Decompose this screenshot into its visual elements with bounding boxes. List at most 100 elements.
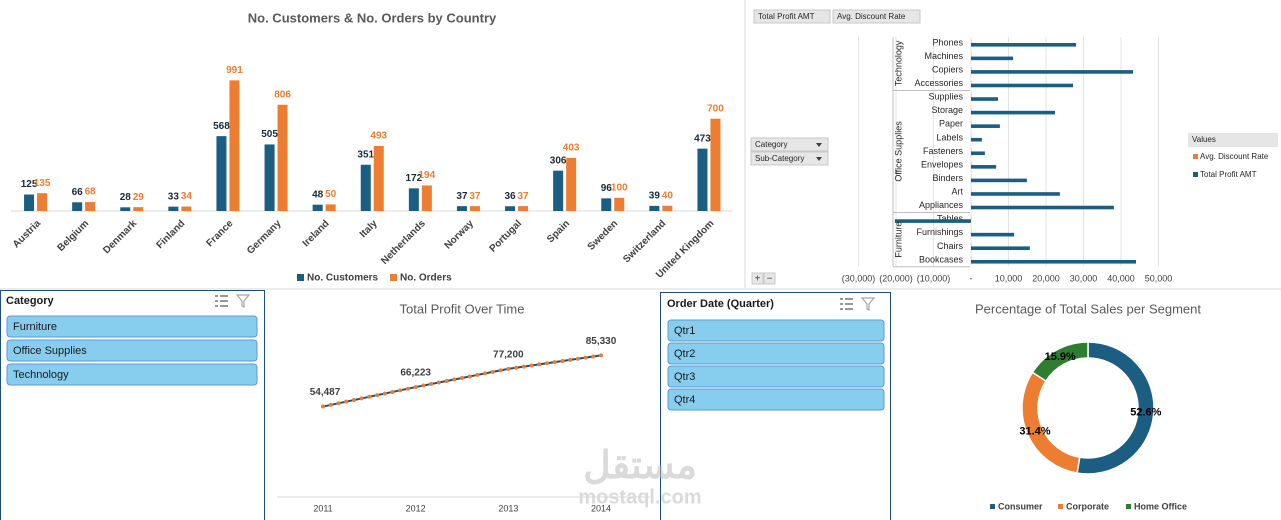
slicer-item[interactable] — [667, 388, 885, 411]
data-label: 351 — [357, 149, 374, 160]
slicer-item-label[interactable]: Qtr1 — [674, 325, 695, 337]
field-button-label[interactable]: Category — [755, 140, 787, 149]
slicer-item[interactable] — [6, 363, 258, 386]
bar — [120, 207, 131, 211]
data-label: 39 — [649, 190, 661, 201]
data-label: 306 — [550, 155, 567, 166]
y-tick-label: Phones — [932, 37, 963, 47]
x-tick-label: 10,000 — [995, 273, 1023, 283]
data-label: 806 — [274, 89, 291, 100]
data-label: 172 — [406, 173, 423, 184]
marker — [568, 357, 573, 362]
field-button[interactable] — [832, 9, 921, 24]
data-label: 66 — [72, 187, 84, 198]
multi-select-icon[interactable] — [840, 298, 853, 310]
slicer-item-label[interactable]: Qtr3 — [674, 371, 695, 383]
data-label: 37 — [456, 191, 468, 202]
multi-select-icon[interactable] — [215, 295, 228, 307]
data-label: 100 — [611, 182, 628, 193]
bar — [456, 206, 467, 211]
marker — [537, 362, 542, 367]
data-label: 125 — [21, 179, 38, 190]
y-tick-label: Supplies — [928, 92, 963, 102]
y-tick-label: Labels — [936, 132, 963, 142]
bar — [469, 206, 480, 211]
marker — [351, 398, 356, 403]
dropdown-arrow[interactable] — [816, 143, 822, 147]
slicer-item-label[interactable]: Qtr2 — [674, 348, 695, 360]
y-tick-label: Bookcases — [919, 254, 964, 264]
data-label: 40 — [662, 190, 674, 201]
donut-slice — [1031, 341, 1089, 383]
data-label: 568 — [213, 121, 230, 132]
y-tick-label: Appliances — [919, 200, 964, 210]
bar — [601, 198, 612, 211]
field-button[interactable] — [750, 137, 829, 152]
expand-button-label[interactable]: − — [767, 274, 773, 285]
bar — [408, 188, 419, 211]
legend-label: Corporate — [1066, 501, 1109, 511]
group-label: Furniture — [893, 222, 903, 258]
y-tick-label: Paper — [939, 119, 963, 129]
marker — [336, 401, 341, 406]
x-tick-label: (30,000) — [842, 273, 876, 283]
legend-swatch — [1058, 504, 1063, 509]
marker — [390, 389, 395, 394]
clear-filter-icon[interactable] — [235, 294, 251, 308]
slicer-item[interactable] — [6, 315, 258, 338]
slicer-item[interactable] — [6, 339, 258, 362]
slicer-item-label[interactable]: Qtr4 — [674, 394, 695, 406]
field-button-label[interactable]: Avg. Discount Rate — [837, 12, 906, 21]
slicer-item-label[interactable]: Technology — [13, 369, 69, 381]
bar — [37, 193, 48, 211]
bar — [518, 206, 529, 211]
x-tick-label: 2012 — [406, 503, 426, 513]
dropdown-arrow[interactable] — [816, 157, 822, 161]
slicer-item-label[interactable]: Office Supplies — [13, 345, 87, 357]
legend-title-box — [1188, 133, 1278, 147]
field-button-label[interactable]: Total Profit AMT — [758, 12, 815, 21]
marker — [398, 388, 403, 393]
data-label: 66,223 — [400, 368, 431, 379]
field-button-label[interactable]: Sub-Category — [755, 154, 804, 163]
bar — [971, 165, 997, 169]
bar — [710, 118, 721, 211]
x-tick-label: - — [970, 273, 973, 283]
legend-label: No. Customers — [307, 273, 379, 284]
y-tick-label: Envelopes — [921, 159, 964, 169]
field-button[interactable] — [750, 151, 829, 166]
y-tick-label: Binders — [932, 173, 963, 183]
slicer-item[interactable] — [667, 319, 885, 342]
marker — [514, 365, 519, 370]
field-button[interactable] — [753, 9, 831, 24]
marker — [560, 358, 565, 363]
expand-button[interactable] — [751, 272, 764, 285]
marker — [591, 354, 596, 359]
x-tick-label: 2011 — [313, 503, 332, 513]
expand-button-label[interactable]: + — [755, 274, 761, 285]
slicer-item[interactable] — [667, 365, 885, 388]
marker — [429, 382, 434, 387]
bar — [971, 205, 1114, 210]
slicer-frame — [0, 290, 265, 520]
marker — [544, 361, 549, 366]
slicer-item-label[interactable]: Furniture — [13, 321, 57, 333]
marker — [552, 360, 557, 365]
group-label: Office Supplies — [893, 121, 903, 182]
data-label: 37 — [517, 191, 529, 202]
expand-button[interactable] — [763, 272, 776, 285]
legend-swatch — [990, 504, 995, 509]
x-tick-label: (10,000) — [917, 273, 951, 283]
data-label: 48 — [312, 189, 324, 200]
data-label: 31.4% — [1019, 425, 1050, 437]
x-tick-label: (20,000) — [879, 273, 913, 283]
data-label: 96 — [601, 183, 613, 194]
data-label: 493 — [370, 131, 387, 142]
clear-filter-icon[interactable] — [860, 297, 876, 311]
bar — [971, 246, 1030, 250]
slicer-item[interactable] — [667, 342, 885, 365]
legend-swatch — [390, 274, 397, 281]
y-tick-label: Storage — [931, 105, 963, 115]
marker — [583, 355, 588, 360]
